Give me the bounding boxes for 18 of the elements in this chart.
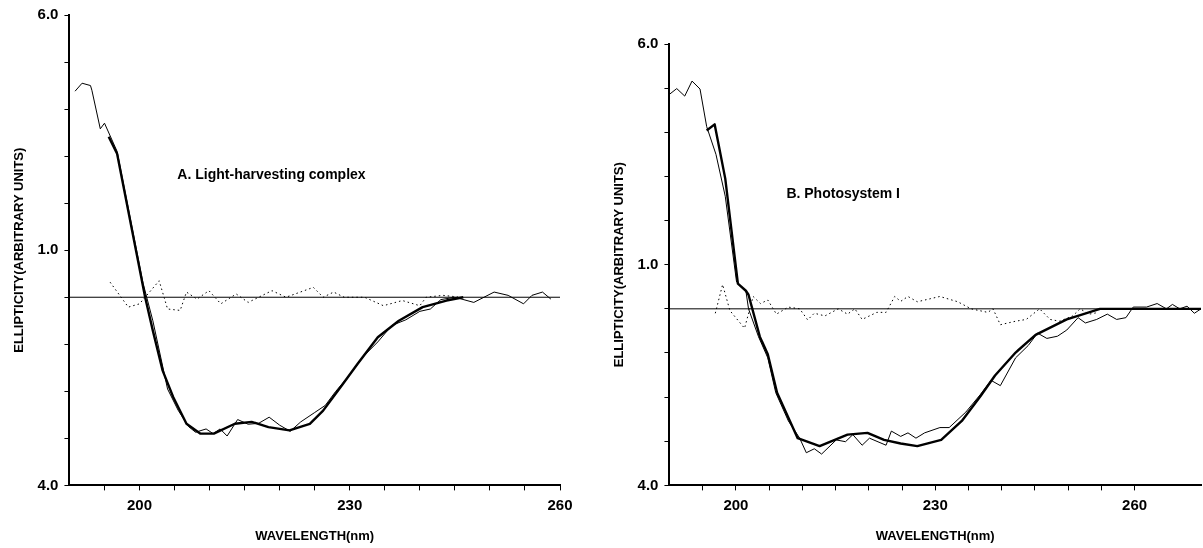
x-tick-label: 260 xyxy=(1122,495,1148,513)
x-tick-label: 200 xyxy=(723,495,749,513)
x-axis-title: WAVELENGTH(nm) xyxy=(255,527,375,543)
annotation: A. Light-harvesting complex xyxy=(177,165,366,182)
y-axis-title: ELLIPTICITY(ARBITRARY UNITS) xyxy=(611,162,627,368)
annotation: B. Photosystem I xyxy=(786,184,900,201)
y-axis-title: ELLIPTICITY(ARBITRARY UNITS) xyxy=(11,147,27,353)
y-tick-label: 6.0 xyxy=(37,5,59,23)
x-tick-label: 230 xyxy=(337,495,363,513)
x-tick-label: 230 xyxy=(922,495,948,513)
x-tick-label: 260 xyxy=(547,495,573,513)
y-tick-label: 1.0 xyxy=(37,240,59,258)
x-axis-title: WAVELENGTH(nm) xyxy=(875,527,995,543)
y-tick-label: 1.0 xyxy=(637,254,659,272)
y-tick-label: 4.0 xyxy=(37,475,59,493)
x-tick-label: 200 xyxy=(127,495,153,513)
y-tick-label: 4.0 xyxy=(637,475,659,493)
y-tick-label: 6.0 xyxy=(637,34,659,52)
